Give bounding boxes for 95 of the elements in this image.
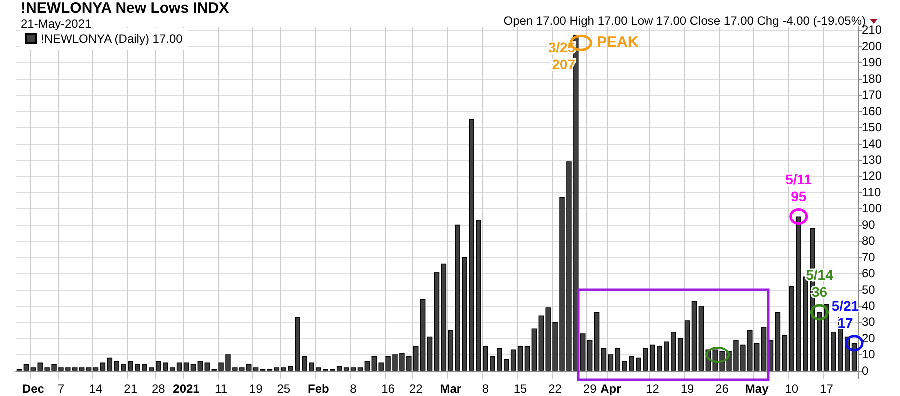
bar bbox=[100, 362, 106, 371]
bar bbox=[684, 320, 690, 371]
y-tick-label: 100 bbox=[862, 202, 882, 216]
y-tick-label: 90 bbox=[862, 218, 876, 232]
x-tick-label: May bbox=[745, 382, 770, 396]
annotation: PEAK bbox=[597, 34, 639, 51]
x-tick-label: 26 bbox=[716, 382, 730, 396]
bar bbox=[441, 264, 447, 371]
y-tick-label: 170 bbox=[862, 88, 882, 102]
chart-subtitle: 21-May-2021 bbox=[21, 17, 92, 31]
chart-title: !NEWLONYA New Lows INDX bbox=[21, 0, 230, 17]
bar bbox=[601, 348, 607, 371]
x-tick-label: 11 bbox=[215, 382, 228, 396]
bar bbox=[615, 348, 621, 371]
y-tick-label: 60 bbox=[862, 266, 876, 281]
x-tick-label: 21 bbox=[124, 382, 138, 396]
x-tick-label: 16 bbox=[382, 382, 396, 396]
y-tick-label: 10 bbox=[862, 348, 876, 362]
bar bbox=[364, 361, 370, 371]
bar bbox=[532, 328, 538, 371]
bar bbox=[350, 368, 356, 371]
bar bbox=[448, 330, 454, 371]
bar bbox=[692, 301, 698, 371]
y-tick-label: 160 bbox=[862, 104, 882, 118]
x-tick-label: 19 bbox=[249, 382, 264, 396]
x-tick-label: Feb bbox=[308, 382, 330, 396]
bar bbox=[427, 336, 433, 371]
bar bbox=[24, 364, 30, 371]
x-tick-label: 22 bbox=[409, 382, 424, 396]
bar bbox=[608, 354, 614, 371]
x-tick-label: 10 bbox=[785, 382, 799, 396]
y-tick-label: 150 bbox=[862, 120, 882, 135]
x-tick-label: 19 bbox=[680, 382, 695, 396]
bar bbox=[782, 335, 788, 371]
bar bbox=[190, 364, 196, 371]
bar bbox=[176, 362, 182, 371]
bar bbox=[587, 340, 593, 371]
y-tick-label: 40 bbox=[862, 299, 876, 314]
x-tick-label: 2021 bbox=[173, 382, 200, 396]
y-tick-label: 70 bbox=[862, 250, 876, 264]
bar bbox=[420, 300, 426, 371]
x-tick-label: 17 bbox=[820, 382, 834, 396]
legend-label: !NEWLONYA (Daily) 17.00 bbox=[41, 32, 184, 46]
y-tick-label: 180 bbox=[862, 72, 882, 86]
bar bbox=[358, 368, 364, 371]
bar bbox=[504, 360, 510, 371]
bar bbox=[510, 350, 516, 371]
x-tick-label: 28 bbox=[152, 382, 166, 396]
y-tick-label: 110 bbox=[862, 185, 882, 200]
bar bbox=[281, 368, 287, 371]
x-tick-label: Dec bbox=[22, 382, 45, 396]
annotation: Open 17.00 High 17.00 Low 17.00 Close 17.00 Chg -4.00 (-19.05%) bbox=[504, 14, 866, 28]
y-tick-label: 130 bbox=[862, 153, 882, 168]
bar bbox=[274, 368, 280, 371]
x-tick-label: 14 bbox=[89, 382, 104, 396]
y-tick-label: 200 bbox=[862, 39, 882, 54]
y-tick-label: 140 bbox=[862, 136, 882, 151]
x-tick-label: 22 bbox=[548, 382, 562, 396]
y-tick-label: 20 bbox=[862, 331, 876, 346]
x-tick-label: 7 bbox=[58, 382, 65, 396]
bar bbox=[761, 327, 767, 371]
bar bbox=[580, 334, 586, 371]
bar bbox=[775, 312, 781, 371]
bar bbox=[107, 358, 113, 371]
x-tick-label: 29 bbox=[583, 382, 598, 396]
x-tick-label: Apr bbox=[600, 382, 622, 396]
data-label: 5/11 95 bbox=[786, 171, 812, 204]
x-tick-label: 15 bbox=[514, 382, 528, 396]
x-tick-label: 25 bbox=[277, 382, 291, 396]
bar bbox=[86, 368, 92, 371]
y-tick-label: 50 bbox=[862, 282, 876, 297]
bar bbox=[336, 366, 342, 371]
x-tick-label: 8 bbox=[350, 382, 358, 396]
x-tick-label: 8 bbox=[482, 382, 490, 396]
bar bbox=[253, 368, 259, 371]
y-tick-label: 120 bbox=[862, 169, 882, 184]
bar bbox=[698, 306, 704, 371]
bar bbox=[594, 312, 600, 371]
bar bbox=[670, 332, 676, 371]
bar bbox=[93, 368, 99, 371]
bar bbox=[114, 361, 120, 371]
y-tick-label: 190 bbox=[862, 56, 882, 70]
x-tick-label: 12 bbox=[646, 382, 660, 396]
y-tick-label: 80 bbox=[862, 234, 876, 248]
bar bbox=[344, 368, 350, 371]
x-tick-label: Mar bbox=[440, 382, 462, 396]
bar bbox=[198, 361, 204, 371]
bar bbox=[524, 346, 530, 371]
y-tick-label: 0 bbox=[862, 364, 869, 378]
y-tick-label: 30 bbox=[862, 315, 876, 330]
bar bbox=[678, 338, 684, 371]
bar bbox=[170, 368, 176, 371]
bar bbox=[518, 346, 524, 371]
bar bbox=[184, 362, 190, 371]
bar bbox=[434, 272, 440, 371]
